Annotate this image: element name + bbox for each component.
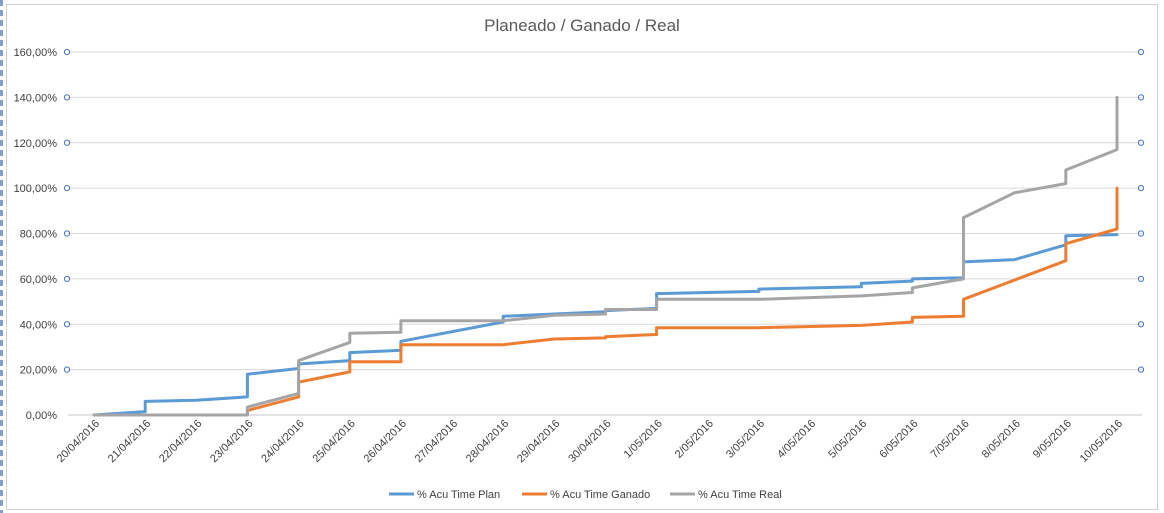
- secondary-axis-marker: [1137, 275, 1145, 282]
- gridlines: [68, 51, 1142, 416]
- primary-axis-marker: [63, 230, 71, 237]
- y-tick-label: 160,00%: [14, 47, 58, 59]
- x-tick-label: 8/05/2016: [980, 418, 1023, 461]
- x-tick-label: 10/05/2016: [1078, 418, 1125, 465]
- y-tick-label: 100,00%: [14, 183, 58, 195]
- primary-axis-marker: [63, 185, 71, 192]
- legend-label-1: % Acu Time Ganado: [550, 489, 650, 501]
- x-tick-label: 7/05/2016: [929, 418, 972, 461]
- x-tick-label: 5/05/2016: [826, 418, 869, 461]
- x-tick-label: 6/05/2016: [877, 418, 920, 461]
- x-tick-label: 23/04/2016: [208, 418, 255, 465]
- x-tick-label: 20/04/2016: [55, 418, 102, 465]
- primary-axis-marker: [63, 366, 71, 373]
- x-tick-label: 1/05/2016: [622, 418, 665, 461]
- x-axis-tick-labels: 20/04/2016 21/04/2016 22/04/2016 23/04/2016…: [55, 418, 1125, 465]
- secondary-axis-marker: [1137, 185, 1145, 192]
- secondary-axis-marker: [1137, 48, 1145, 56]
- y-axis-tick-labels: 0,00% 20,00% 40,00% 60,00% 80,00% 100,00% 120,…: [14, 47, 58, 422]
- primary-axis-marker: [63, 48, 71, 56]
- secondary-axis-marker: [1137, 94, 1145, 101]
- y-tick-label: 20,00%: [20, 365, 58, 377]
- x-tick-label: 22/04/2016: [157, 418, 204, 465]
- x-tick-label: 28/04/2016: [464, 418, 511, 465]
- x-tick-label: 2/05/2016: [673, 418, 716, 461]
- series-line-2: [92, 95, 1119, 417]
- y-tick-label: 60,00%: [20, 274, 58, 286]
- x-tick-label: 27/04/2016: [413, 418, 460, 465]
- y-tick-label: 0,00%: [26, 410, 57, 422]
- y-tick-label: 80,00%: [20, 229, 58, 241]
- x-tick-label: 4/05/2016: [775, 418, 818, 461]
- series-lines: [92, 95, 1119, 417]
- chart-title: Planeado / Ganado / Real: [484, 16, 680, 35]
- x-tick-label: 26/04/2016: [362, 418, 409, 465]
- x-tick-label: 30/04/2016: [566, 418, 613, 465]
- chart-frame[interactable]: [6, 4, 1158, 510]
- left-edge-selection-strip: [0, 0, 3, 513]
- secondary-axis-marker: [1137, 366, 1145, 373]
- secondary-axis-marker: [1137, 139, 1145, 146]
- legend-label-2: % Acu Time Real: [698, 489, 782, 501]
- primary-axis-marker: [63, 139, 71, 146]
- y-tick-label: 120,00%: [14, 138, 58, 150]
- primary-axis-marker: [63, 94, 71, 101]
- series-line-1: [92, 186, 1119, 417]
- x-tick-label: 25/04/2016: [310, 418, 357, 465]
- primary-axis-marker: [63, 275, 71, 282]
- x-tick-label: 9/05/2016: [1031, 418, 1074, 461]
- legend-label-0: % Acu Time Plan: [417, 489, 500, 501]
- x-tick-label: 3/05/2016: [724, 418, 767, 461]
- x-tick-label: 24/04/2016: [259, 418, 306, 465]
- secondary-axis-markers: [63, 48, 1145, 373]
- y-tick-label: 140,00%: [14, 92, 58, 104]
- secondary-axis-marker: [1137, 321, 1145, 328]
- y-tick-label: 40,00%: [20, 319, 58, 331]
- x-tick-label: 21/04/2016: [106, 418, 153, 465]
- secondary-axis-marker: [1137, 230, 1145, 237]
- legend[interactable]: % Acu Time Plan % Acu Time Ganado % Acu Ti…: [389, 489, 782, 501]
- x-tick-label: 29/04/2016: [515, 418, 562, 465]
- primary-axis-marker: [63, 321, 71, 328]
